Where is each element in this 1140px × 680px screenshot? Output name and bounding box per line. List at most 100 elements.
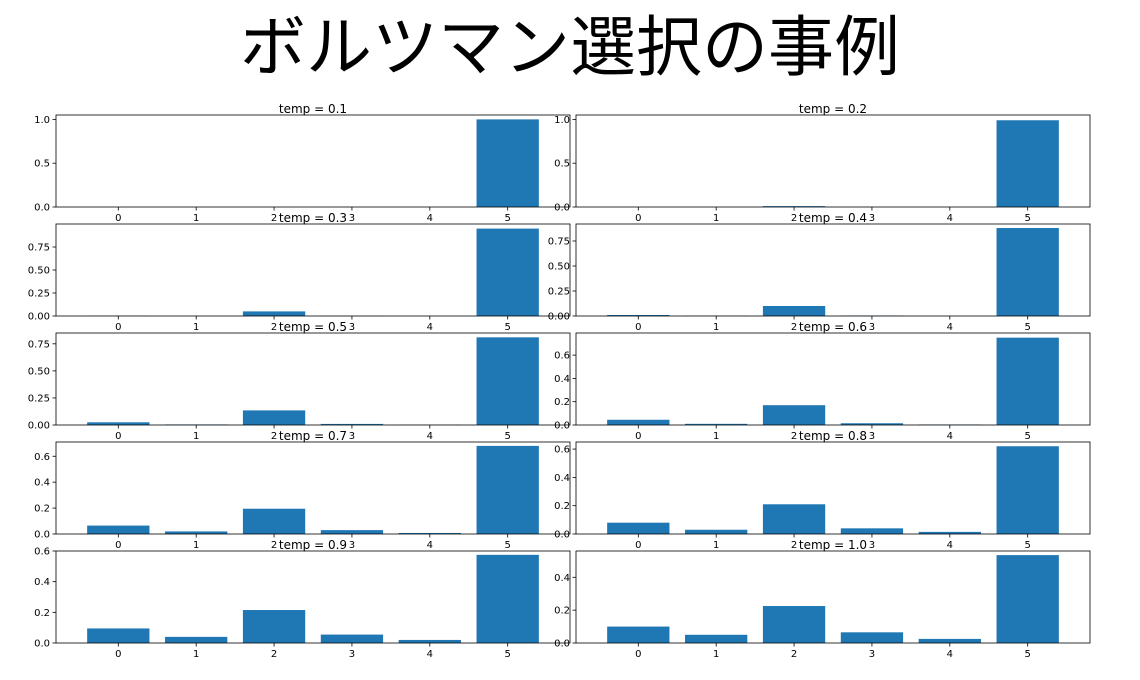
bar: [242, 508, 306, 534]
y-tick-label: 0.0: [554, 530, 570, 541]
axes-frame: [575, 550, 1091, 644]
page-title: ボルツマン選択の事例: [240, 9, 900, 86]
subplot-title: temp = 0.4: [799, 211, 867, 225]
subplot-title: temp = 1.0: [799, 538, 867, 552]
axes-frame: [575, 223, 1091, 317]
axes-frame: [55, 332, 571, 426]
axes-frame: [575, 441, 1091, 535]
x-tick-label: 0: [115, 322, 121, 333]
x-tick-label: 2: [271, 213, 277, 224]
y-tick-label: 0.25: [28, 393, 50, 404]
x-tick-label: 3: [349, 540, 355, 551]
axes-frame: [575, 332, 1091, 426]
y-tick-label: 0.50: [28, 266, 50, 277]
x-tick-label: 2: [791, 213, 797, 224]
y-tick-label: 0.25: [548, 287, 570, 298]
subplot-title: temp = 0.5: [279, 320, 347, 334]
bar: [840, 632, 904, 643]
bar: [242, 311, 306, 316]
y-tick-label: 0.2: [554, 501, 570, 512]
subplot-9: 0.0 0.2 0.4 0 1 2 3 4 5 temp = 1.0: [554, 538, 1091, 660]
bar: [476, 554, 539, 643]
bar: [996, 446, 1059, 534]
bar: [165, 636, 228, 643]
bar: [685, 529, 748, 534]
y-tick-label: 0.75: [28, 339, 50, 350]
x-tick-label: 1: [713, 431, 719, 442]
y-tick-label: 0.4: [34, 577, 50, 588]
bar: [87, 628, 150, 643]
y-tick-label: 0.4: [554, 374, 570, 385]
x-tick-label: 1: [193, 540, 199, 551]
y-tick-label: 0.75: [548, 237, 570, 248]
x-tick-label: 2: [271, 540, 277, 551]
x-tick-label: 2: [791, 431, 797, 442]
y-tick-label: 0.2: [554, 397, 570, 408]
bar: [996, 337, 1059, 425]
x-tick-label: 1: [713, 649, 719, 660]
y-tick-label: 0.6: [554, 351, 570, 362]
x-tick-label: 2: [791, 649, 797, 660]
y-tick-label: 0.6: [34, 547, 50, 558]
y-tick-label: 0.25: [28, 289, 50, 300]
y-tick-label: 0.4: [554, 573, 570, 584]
x-tick-label: 3: [869, 649, 875, 660]
axes-frame: [55, 550, 571, 644]
y-tick-label: 1.0: [34, 115, 50, 126]
x-tick-label: 4: [947, 540, 953, 551]
bar: [762, 206, 826, 207]
x-tick-label: 4: [947, 213, 953, 224]
bar: [320, 423, 384, 425]
x-tick-label: 0: [115, 431, 121, 442]
bar: [87, 422, 150, 425]
y-tick-label: 0.0: [34, 530, 50, 541]
bar: [476, 119, 539, 207]
subplot-5: 0.0 0.2 0.4 0.6 0 1 2 3 4 5 temp = 0.6: [554, 320, 1091, 442]
y-tick-label: 0.0: [554, 421, 570, 432]
x-tick-label: 3: [349, 322, 355, 333]
subplot-title: temp = 0.2: [799, 102, 867, 116]
subplot-title: temp = 0.9: [279, 538, 347, 552]
x-tick-label: 2: [271, 649, 277, 660]
bar: [476, 337, 539, 425]
axes-frame: [55, 114, 571, 208]
y-tick-label: 0.2: [554, 606, 570, 617]
bar: [918, 531, 981, 534]
x-tick-label: 5: [1025, 322, 1031, 333]
bar: [476, 228, 539, 316]
x-tick-label: 3: [869, 540, 875, 551]
subplot-1: 0.0 0.5 1.0 0 1 2 3 4 5 temp = 0.2: [554, 102, 1091, 224]
x-tick-label: 0: [635, 213, 641, 224]
x-tick-label: 2: [791, 322, 797, 333]
subplot-6: 0.0 0.2 0.4 0.6 0 1 2 3 4 5 temp = 0.7: [34, 429, 571, 551]
x-tick-label: 3: [869, 213, 875, 224]
x-tick-label: 2: [271, 322, 277, 333]
bar: [87, 525, 150, 534]
x-tick-label: 1: [193, 322, 199, 333]
y-tick-label: 0.0: [554, 639, 570, 650]
x-tick-label: 4: [427, 322, 433, 333]
x-tick-label: 4: [947, 431, 953, 442]
x-tick-label: 2: [271, 431, 277, 442]
x-tick-label: 5: [505, 322, 511, 333]
bar: [242, 410, 306, 425]
subplot-8: 0.0 0.2 0.4 0.6 0 1 2 3 4 5 temp = 0.9: [34, 538, 571, 660]
x-tick-label: 3: [349, 649, 355, 660]
bar: [320, 530, 384, 534]
y-tick-label: 0.50: [548, 262, 570, 273]
x-tick-label: 1: [193, 431, 199, 442]
subplot-2: 0.00 0.25 0.50 0.75 0 1 2 3 4 5 temp = 0.3: [28, 211, 571, 333]
bar: [685, 634, 748, 643]
x-tick-label: 1: [713, 322, 719, 333]
x-tick-label: 1: [193, 213, 199, 224]
x-tick-label: 4: [427, 649, 433, 660]
axes-frame: [575, 114, 1091, 208]
x-tick-label: 2: [791, 540, 797, 551]
subplot-3: 0.00 0.25 0.50 0.75 0 1 2 3 4 5 temp = 0.4: [548, 211, 1091, 333]
bar: [762, 405, 826, 425]
bar: [607, 626, 670, 643]
y-tick-label: 0.6: [554, 445, 570, 456]
x-tick-label: 5: [505, 213, 511, 224]
bar: [762, 306, 826, 316]
bar: [607, 419, 670, 425]
